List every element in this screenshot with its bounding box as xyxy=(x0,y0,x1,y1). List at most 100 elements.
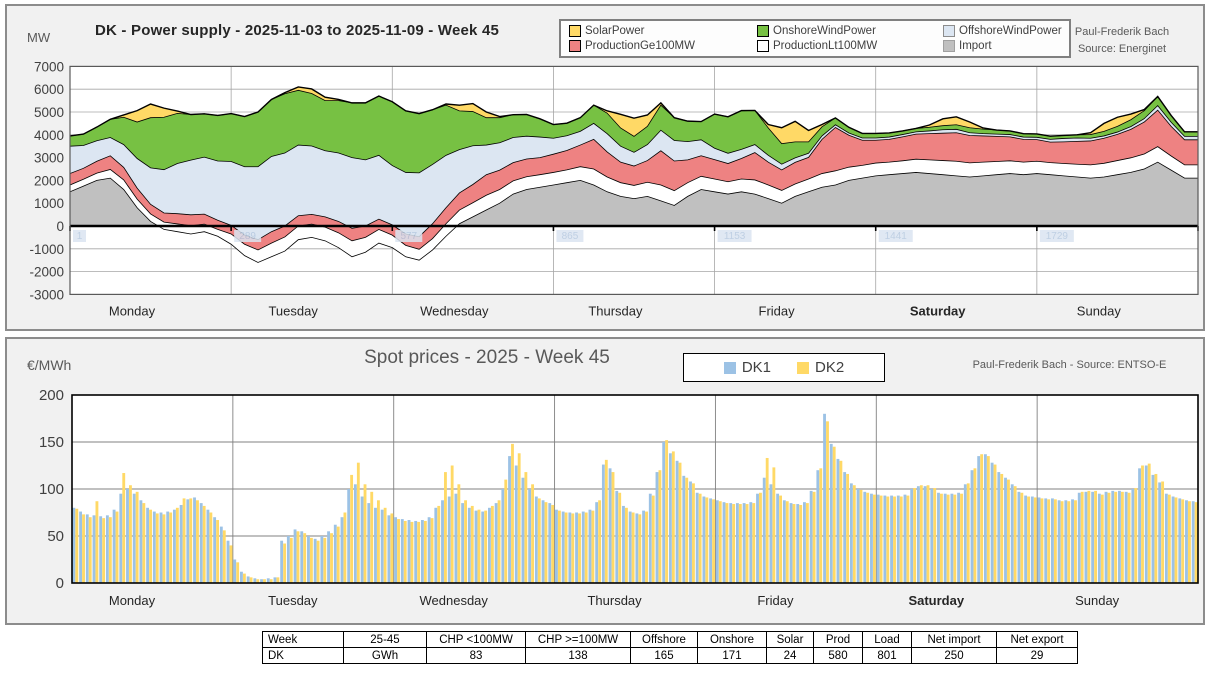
table-cell: 250 xyxy=(911,647,997,664)
table-cell: Onshore xyxy=(697,631,767,648)
legend-item-Import: Import xyxy=(943,40,1051,52)
bottom-day-label-Friday: Friday xyxy=(757,593,794,608)
top-y-tick: -2000 xyxy=(29,265,64,280)
bottom-day-label-Thursday: Thursday xyxy=(587,593,642,608)
table-cell: Solar xyxy=(766,631,814,648)
top-y-tick: -3000 xyxy=(29,287,64,302)
legend-swatch-DK1 xyxy=(723,361,736,374)
bottom-day-label-Sunday: Sunday xyxy=(1075,593,1120,608)
table-row: DK GWh 83 138 165 171 24 580 801 250 29 xyxy=(262,647,1078,664)
table-cell: DK xyxy=(262,647,344,664)
legend-item-ProductionLt100MW: ProductionLt100MW xyxy=(757,40,943,52)
legend-item-OnshoreWindPower: OnshoreWindPower xyxy=(757,25,943,37)
bottom-day-label-Wednesday: Wednesday xyxy=(420,593,489,608)
table-cell: Offshore xyxy=(630,631,698,648)
table-cell: 138 xyxy=(525,647,631,664)
spot-price-bars xyxy=(72,413,1198,583)
legend-item-DK1: DK1 xyxy=(723,359,771,376)
legend-label: OffshoreWindPower xyxy=(959,25,1062,37)
top-day-label-Wednesday: Wednesday xyxy=(420,303,489,318)
svg-text:1729: 1729 xyxy=(1046,231,1069,242)
bottom-attribution: Paul-Frederik Bach - Source: ENTSO-E xyxy=(972,359,1167,371)
table-cell: 171 xyxy=(697,647,767,664)
svg-text:1: 1 xyxy=(77,231,83,242)
bottom-unit-label: €/MWh xyxy=(27,357,72,373)
top-y-tick: 4000 xyxy=(34,128,64,143)
legend-swatch-ProductionLt100MW xyxy=(757,40,769,52)
top-day-label-Monday: Monday xyxy=(109,303,156,318)
top-y-tick: 6000 xyxy=(34,82,64,97)
top-y-tick: 5000 xyxy=(34,105,64,120)
summary-table: Week 25-45 CHP <100MW CHP >=100MW Offshore On… xyxy=(262,631,1078,664)
table-header-row: Week 25-45 CHP <100MW CHP >=100MW Offshore On… xyxy=(262,631,1078,648)
top-attribution-source: Source: Energinet xyxy=(1077,42,1167,55)
table-cell: CHP >=100MW xyxy=(525,631,631,648)
legend-swatch-ProductionGe100MW xyxy=(569,40,581,52)
legend-item-DK2: DK2 xyxy=(797,359,844,376)
legend-label: OnshoreWindPower xyxy=(773,25,876,37)
spot-prices-panel: €/MWh Spot prices - 2025 - Week 45 DK1 DK… xyxy=(5,337,1205,625)
bottom-y-tick: 200 xyxy=(39,387,64,404)
legend-item-OffshoreWindPower: OffshoreWindPower xyxy=(943,25,1062,37)
bottom-day-label-Saturday: Saturday xyxy=(908,593,964,608)
legend-label: DK2 xyxy=(815,359,845,376)
top-y-tick: -1000 xyxy=(29,242,64,257)
bottom-y-tick: 0 xyxy=(56,575,64,592)
top-y-tick: 7000 xyxy=(34,59,64,74)
bottom-y-tick: 150 xyxy=(39,434,64,451)
table-cell: 24 xyxy=(766,647,814,664)
table-cell: 29 xyxy=(996,647,1078,664)
legend-swatch-Import xyxy=(943,40,955,52)
legend-label: ProductionLt100MW xyxy=(773,40,878,52)
legend-swatch-SolarPower xyxy=(569,25,581,37)
table-cell: CHP <100MW xyxy=(426,631,526,648)
table-cell: Net import xyxy=(911,631,997,648)
power-supply-legend: SolarPower OnshoreWindPower OffshoreWindPo… xyxy=(559,19,1071,58)
top-unit-label: MW xyxy=(27,30,51,45)
legend-label: SolarPower xyxy=(585,25,645,37)
legend-label: ProductionGe100MW xyxy=(585,40,695,52)
table-cell: Net export xyxy=(996,631,1078,648)
top-day-label-Tuesday: Tuesday xyxy=(268,303,318,318)
top-attribution: Paul-Frederik Bach Source: Energinet xyxy=(1047,24,1197,57)
svg-text:289: 289 xyxy=(239,231,256,242)
table-cell: 580 xyxy=(813,647,863,664)
table-cell: 83 xyxy=(426,647,526,664)
svg-text:865: 865 xyxy=(562,231,579,242)
power-supply-panel: MW DK - Power supply - 2025-11-03 to 202… xyxy=(5,4,1205,331)
spot-prices-legend: DK1 DK2 xyxy=(683,353,885,382)
table-cell: Week xyxy=(262,631,344,648)
power-supply-areas xyxy=(70,86,1198,263)
legend-label: DK1 xyxy=(741,359,771,376)
power-supply-chart: 1 289 577 865 1153 1441 1729 7000 6000 5000 4000 30… xyxy=(29,59,1199,318)
legend-label: Import xyxy=(959,40,992,52)
legend-item-SolarPower: SolarPower xyxy=(569,25,757,37)
hour-index-labels: 1 289 577 865 1153 1441 1729 xyxy=(73,230,1074,242)
bottom-y-tick: 50 xyxy=(47,528,64,545)
legend-swatch-OffshoreWindPower xyxy=(943,25,955,37)
spot-prices-chart: 200 150 100 50 0 Monday Tuesday Wednesday Thursd… xyxy=(39,387,1199,608)
top-y-tick: 1000 xyxy=(34,196,64,211)
top-day-label-Friday: Friday xyxy=(759,303,796,318)
bottom-day-label-Tuesday: Tuesday xyxy=(268,593,318,608)
top-day-label-Thursday: Thursday xyxy=(588,303,643,318)
bottom-gridlines xyxy=(72,395,1198,583)
svg-text:1153: 1153 xyxy=(724,231,746,242)
power-supply-title: DK - Power supply - 2025-11-03 to 2025-1… xyxy=(95,22,500,39)
bottom-y-tick: 100 xyxy=(39,481,64,498)
top-y-tick: 0 xyxy=(56,219,64,234)
svg-text:1441: 1441 xyxy=(885,231,908,242)
top-attribution-author: Paul-Frederik Bach xyxy=(1074,26,1170,38)
table-cell: Prod xyxy=(813,631,863,648)
legend-swatch-DK2 xyxy=(797,361,809,374)
spot-prices-title: Spot prices - 2025 - Week 45 xyxy=(364,347,610,368)
legend-item-ProductionGe100MW: ProductionGe100MW xyxy=(569,40,757,52)
top-y-tick: 2000 xyxy=(34,173,64,188)
svg-text:577: 577 xyxy=(400,231,417,242)
table-cell: 25-45 xyxy=(343,631,427,648)
table-cell: 165 xyxy=(630,647,698,664)
top-day-label-Saturday: Saturday xyxy=(910,303,966,318)
table-cell: GWh xyxy=(343,647,427,664)
table-cell: 801 xyxy=(862,647,912,664)
top-day-label-Sunday: Sunday xyxy=(1077,303,1122,318)
